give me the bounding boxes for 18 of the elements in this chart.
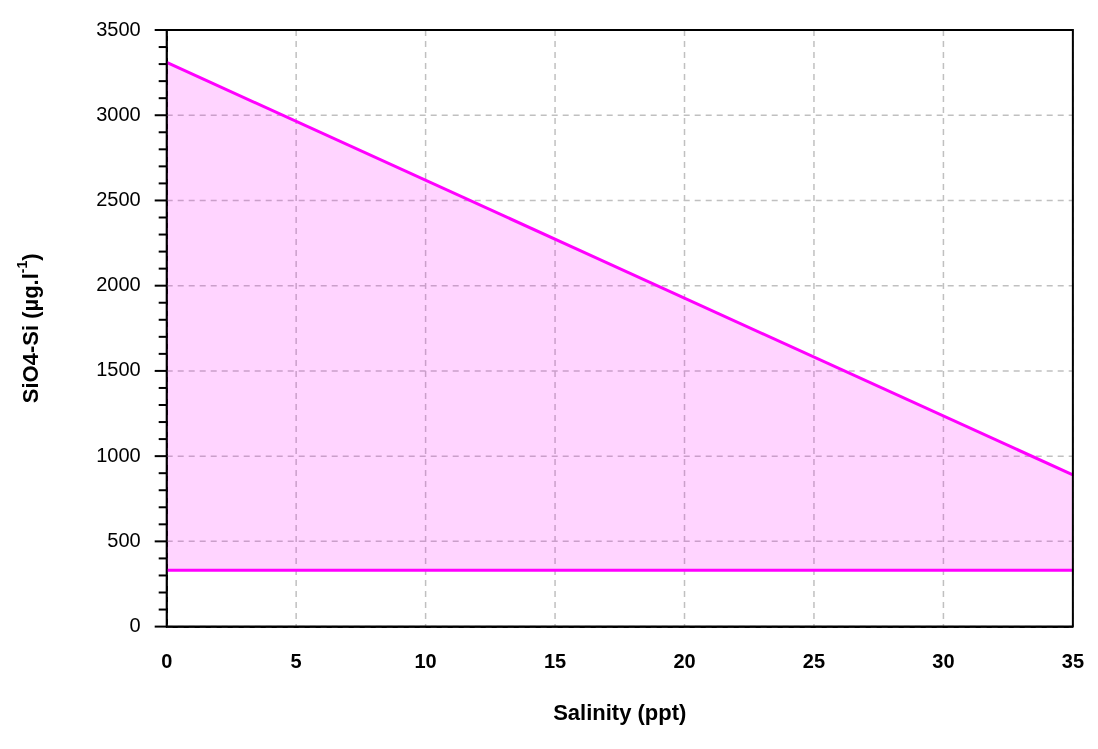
x-tick-label: 25: [802, 650, 826, 673]
y-tick-label: 1000: [96, 443, 141, 466]
x-tick-label: 5: [290, 650, 302, 673]
x-axis-title: Salinity (ppt): [553, 699, 687, 725]
y-axis-title: SiO4-Si (µg.l-1): [13, 253, 44, 404]
y-tick-label: 2500: [96, 187, 141, 210]
x-tick-label: 0: [161, 650, 173, 673]
x-tick-label: 20: [673, 650, 696, 673]
y-tick-label: 500: [107, 528, 141, 551]
y-tick-label: 3000: [96, 102, 141, 125]
x-tick-label: 15: [543, 650, 567, 673]
y-tick-label: 3500: [96, 17, 141, 40]
x-tick-label: 30: [932, 650, 955, 673]
y-tick-label: 1500: [96, 358, 141, 381]
x-tick-label: 10: [414, 650, 437, 673]
y-tick-label: 2000: [96, 273, 141, 296]
x-tick-label: 35: [1061, 650, 1084, 673]
y-tick-label: 0: [129, 614, 141, 637]
